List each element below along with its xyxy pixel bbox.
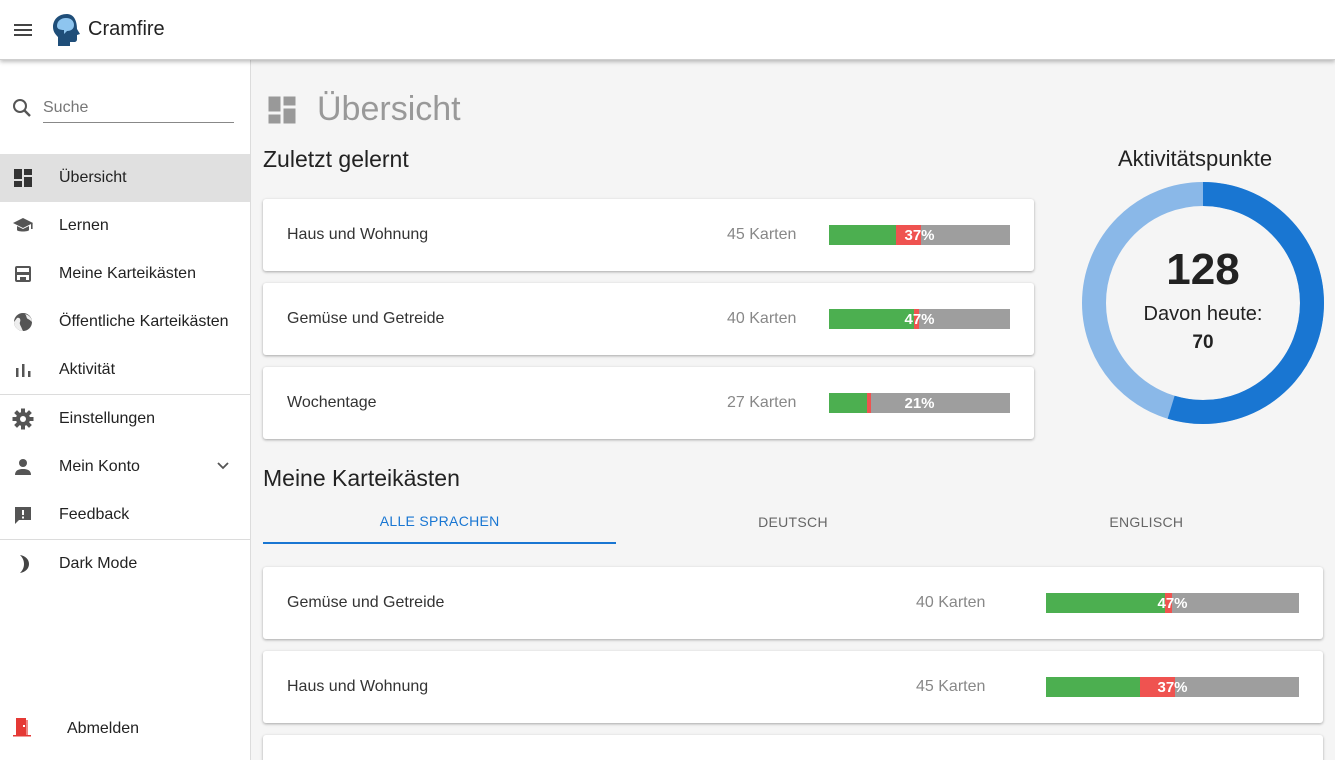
logout-label: Abmelden	[67, 720, 140, 737]
card-count: 45 Karten	[727, 226, 797, 243]
progress-learned	[1046, 593, 1165, 613]
recent-section-title: Zuletzt gelernt	[263, 146, 409, 172]
card-name: Gemüse und Getreide	[287, 310, 445, 327]
progress-bar: 47%	[1046, 593, 1299, 613]
box-card[interactable]: Haus und Wohnung 45 Karten 37%	[263, 651, 1323, 723]
donut-segment-today	[1082, 182, 1324, 424]
sidebar-item-mein-konto[interactable]: Mein Konto	[0, 443, 250, 491]
page-title: Übersicht	[317, 90, 461, 128]
activity-today-value: 70	[1192, 331, 1214, 353]
chevron-down-icon[interactable]	[216, 459, 230, 473]
sidebar-item-label: Übersicht	[59, 169, 127, 186]
sidebar-item-label: Lernen	[59, 217, 109, 234]
sidebar-item-oeffentliche-karteikaesten[interactable]: Öffentliche Karteikästen	[0, 298, 250, 346]
search-input[interactable]	[43, 93, 234, 123]
progress-wrong	[914, 309, 920, 329]
activity-title: Aktivitätspunkte	[1118, 146, 1273, 171]
inbox-box-icon	[12, 263, 34, 285]
sidebar-nav: Übersicht Lernen Meine Karteikästen Öffe…	[0, 154, 250, 588]
donut-center: 128 Davon heute: 70	[1080, 180, 1326, 426]
card-name: Wochentage	[287, 394, 377, 411]
activity-today-label: Davon heute:	[1143, 302, 1263, 325]
sidebar-item-label: Feedback	[59, 506, 130, 523]
bar-chart-icon	[12, 359, 34, 381]
progress-learned	[829, 309, 915, 329]
brain-head-icon	[53, 13, 80, 46]
progress-learned	[829, 225, 896, 245]
sidebar-item-label: Aktivität	[59, 361, 116, 378]
progress-percent: 47%	[1157, 594, 1188, 612]
sidebar-item-label: Meine Karteikästen	[59, 265, 196, 282]
person-icon	[12, 456, 34, 478]
tab-deutsch[interactable]: DEUTSCH	[758, 514, 828, 530]
dashboard-icon	[268, 96, 296, 123]
sidebar-item-feedback[interactable]: Feedback	[0, 491, 250, 539]
card-name: Haus und Wohnung	[287, 226, 429, 243]
progress-learned	[1046, 677, 1140, 697]
card-name: Gemüse und Getreide	[287, 594, 445, 611]
progress-bar: 47%	[829, 309, 1010, 329]
sidebar-item-einstellungen[interactable]: Einstellungen	[0, 395, 250, 443]
progress-bar: 37%	[829, 225, 1010, 245]
sidebar-item-label: Einstellungen	[59, 410, 156, 427]
dashboard-icon	[12, 167, 34, 189]
sidebar-item-lernen[interactable]: Lernen	[0, 202, 250, 250]
feedback-icon	[12, 504, 34, 526]
search-bar	[12, 90, 236, 126]
sidebar-divider	[0, 539, 250, 540]
sidebar-item-meine-karteikaesten[interactable]: Meine Karteikästen	[0, 250, 250, 298]
progress-percent: 47%	[904, 310, 935, 328]
tab-alle-sprachen[interactable]: ALLE SPRACHEN	[263, 500, 617, 544]
language-tabs: ALLE SPRACHEN DEUTSCH ENGLISCH	[263, 500, 1323, 544]
sidebar-item-label: Öffentliche Karteikästen	[59, 313, 229, 330]
progress-wrong	[1164, 593, 1173, 613]
card-count: 40 Karten	[727, 310, 797, 327]
moon-icon	[12, 553, 34, 575]
progress-percent: 37%	[904, 226, 935, 244]
tab-englisch[interactable]: ENGLISCH	[1109, 514, 1184, 530]
sidebar-item-uebersicht[interactable]: Übersicht	[0, 154, 250, 202]
menu-icon	[14, 23, 32, 36]
card-name: Haus und Wohnung	[287, 678, 429, 695]
sidebar: Übersicht Lernen Meine Karteikästen Öffe…	[0, 60, 251, 760]
school-icon	[12, 215, 34, 237]
sidebar-item-label: Mein Konto	[59, 458, 140, 475]
logout-button[interactable]: Abmelden	[0, 705, 250, 753]
progress-wrong	[1139, 677, 1176, 697]
progress-bar: 21%	[829, 393, 1010, 413]
activity-total: 128	[1166, 244, 1240, 294]
recent-card[interactable]: Wochentage 27 Karten 21%	[263, 367, 1034, 439]
gear-icon	[12, 408, 34, 430]
progress-wrong	[895, 225, 922, 245]
progress-percent: 21%	[904, 394, 935, 412]
progress-percent: 37%	[1157, 678, 1188, 696]
main-content: Übersicht Zuletzt gelernt Haus und Wohnu…	[251, 60, 1335, 760]
progress-bar: 37%	[1046, 677, 1299, 697]
app-title: Cramfire	[88, 18, 165, 40]
card-count: 40 Karten	[916, 594, 986, 611]
card-count: 27 Karten	[727, 394, 797, 411]
page-header: Übersicht	[267, 90, 461, 129]
recent-card[interactable]: Haus und Wohnung 45 Karten 37%	[263, 199, 1034, 271]
activity-donut-chart	[1082, 182, 1324, 424]
progress-learned	[829, 393, 867, 413]
search-icon	[13, 99, 31, 117]
menu-button[interactable]	[0, 0, 46, 60]
sidebar-divider	[0, 394, 250, 395]
boxes-section-title: Meine Karteikästen	[263, 465, 460, 491]
globe-icon	[12, 311, 34, 333]
progress-wrong	[867, 393, 871, 413]
exit-door-icon	[12, 716, 34, 743]
top-app-bar: Cramfire	[0, 0, 1335, 60]
card-count: 45 Karten	[916, 678, 986, 695]
recent-card[interactable]: Gemüse und Getreide 40 Karten 47%	[263, 283, 1034, 355]
box-card[interactable]	[263, 735, 1323, 760]
sidebar-item-label: Dark Mode	[59, 555, 138, 572]
sidebar-item-dark-mode[interactable]: Dark Mode	[0, 540, 250, 588]
sidebar-item-aktivitaet[interactable]: Aktivität	[0, 346, 250, 394]
box-card[interactable]: Gemüse und Getreide 40 Karten 47%	[263, 567, 1323, 639]
